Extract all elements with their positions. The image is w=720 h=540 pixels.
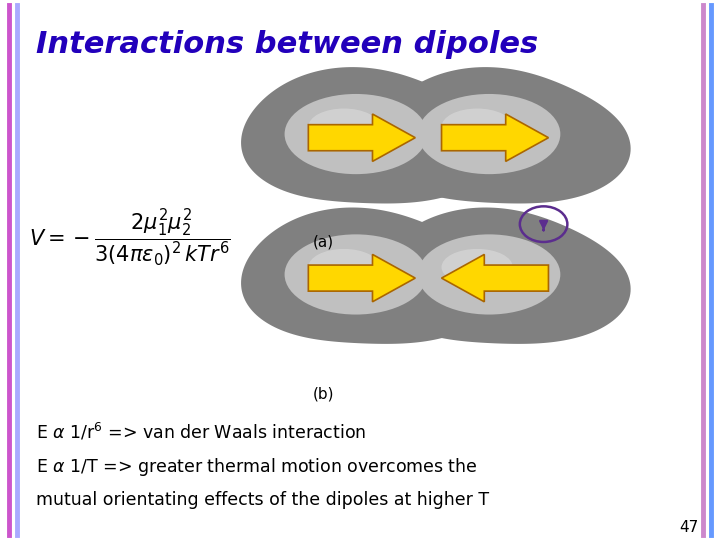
Ellipse shape bbox=[441, 109, 513, 145]
Ellipse shape bbox=[418, 234, 560, 314]
PathPatch shape bbox=[374, 67, 631, 204]
Text: mutual orientating effects of the dipoles at higher T: mutual orientating effects of the dipole… bbox=[36, 491, 489, 509]
FancyArrow shape bbox=[441, 114, 549, 161]
FancyArrow shape bbox=[308, 114, 415, 161]
FancyArrow shape bbox=[441, 254, 549, 302]
FancyArrow shape bbox=[308, 254, 415, 302]
Text: $V = -\dfrac{2\mu_1^2\mu_2^2}{3(4\pi\varepsilon_0)^2\,kTr^6}$: $V = -\dfrac{2\mu_1^2\mu_2^2}{3(4\pi\var… bbox=[29, 207, 230, 268]
Text: 47: 47 bbox=[679, 519, 698, 535]
Ellipse shape bbox=[441, 249, 513, 285]
Text: (b): (b) bbox=[313, 386, 335, 401]
Text: E $\alpha$ 1/T => greater thermal motion overcomes the: E $\alpha$ 1/T => greater thermal motion… bbox=[36, 456, 477, 478]
PathPatch shape bbox=[241, 207, 498, 344]
Ellipse shape bbox=[284, 94, 427, 174]
Text: (a): (a) bbox=[313, 235, 334, 250]
Ellipse shape bbox=[308, 109, 379, 145]
Ellipse shape bbox=[418, 94, 560, 174]
PathPatch shape bbox=[374, 207, 631, 344]
Text: Interactions between dipoles: Interactions between dipoles bbox=[36, 30, 538, 59]
PathPatch shape bbox=[241, 67, 498, 204]
Text: E $\alpha$ 1/r$^6$ => van der Waals interaction: E $\alpha$ 1/r$^6$ => van der Waals inte… bbox=[36, 421, 366, 442]
Ellipse shape bbox=[284, 234, 427, 314]
Ellipse shape bbox=[308, 249, 379, 285]
